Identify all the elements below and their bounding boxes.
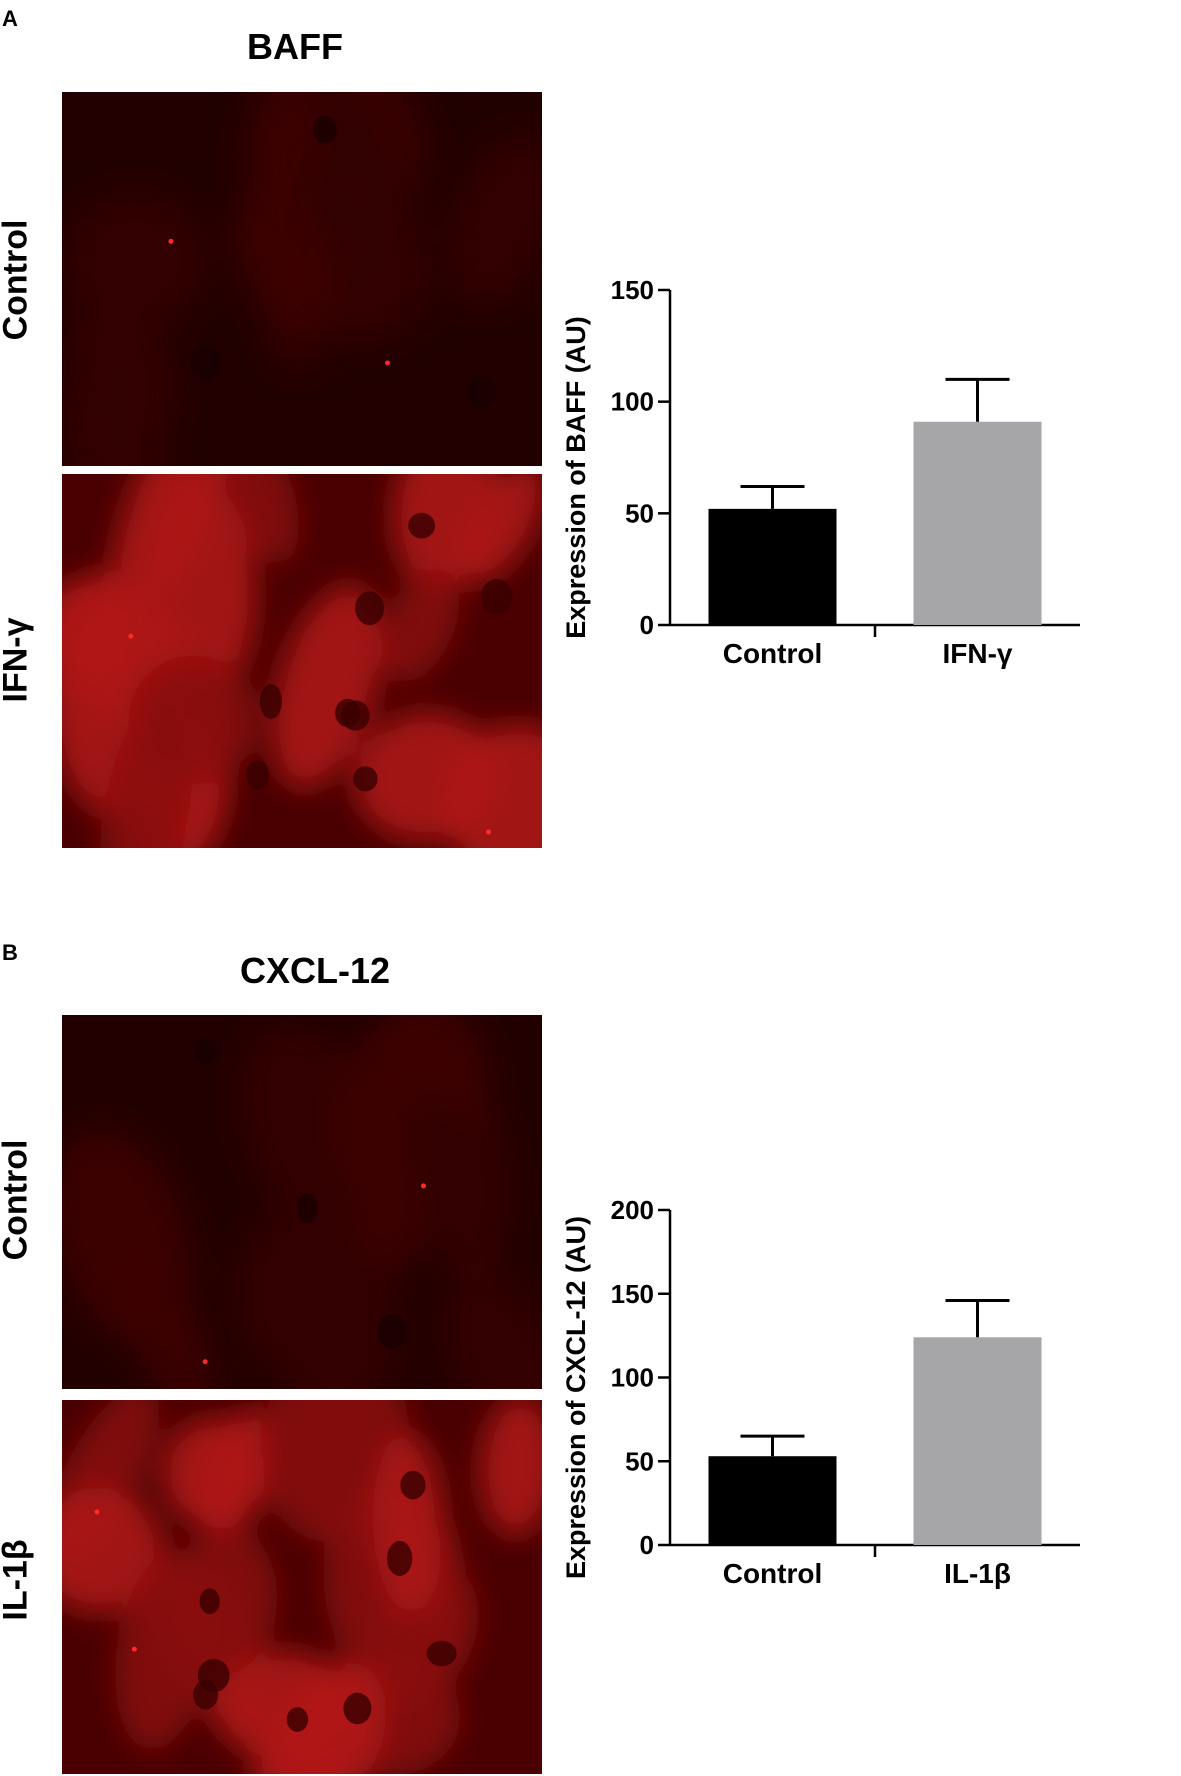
cell-blob xyxy=(392,474,497,594)
x-tick-label-1: IL-1β xyxy=(944,1558,1011,1589)
bar-0 xyxy=(708,508,837,625)
cell-blob xyxy=(110,1247,215,1389)
panel-a-title: BAFF xyxy=(247,26,343,67)
cell-nucleus xyxy=(426,1640,457,1667)
y-tick-label: 100 xyxy=(611,1363,654,1393)
cell-nucleus xyxy=(377,1314,407,1350)
y-tick-label: 150 xyxy=(611,275,654,305)
panel-b-title: CXCL-12 xyxy=(239,950,391,991)
y-tick-label: 200 xyxy=(611,1195,654,1225)
bright-speck xyxy=(94,1509,100,1515)
y-tick-label: 0 xyxy=(640,610,654,640)
cell-blob xyxy=(446,134,542,307)
bar-0 xyxy=(708,1456,837,1545)
y-tick-label: 100 xyxy=(611,387,654,417)
panel-a-row-label-control: Control xyxy=(0,219,35,341)
cell-blob xyxy=(442,723,542,848)
bright-speck xyxy=(168,238,174,244)
cell-blob xyxy=(479,1400,542,1537)
bar-1 xyxy=(913,1337,1042,1545)
baff-bar-chart: 0 50 100 150 Control IFN-γ Expression of BAFF … xyxy=(561,275,1080,669)
cell-nucleus xyxy=(190,344,221,381)
panel-a-micrograph-treatment xyxy=(62,474,542,848)
cell-nucleus xyxy=(193,1037,218,1065)
y-axis-label: Expression of BAFF (AU) xyxy=(561,316,591,639)
x-tick-label-1: IFN-γ xyxy=(943,638,1013,669)
panel-b-letter: B xyxy=(2,940,18,965)
cell-nucleus xyxy=(466,376,496,409)
bar-1 xyxy=(913,421,1042,625)
x-tick-label-0: Control xyxy=(723,638,823,669)
cxcl12-bar-chart: 0 50 100 150 200 Control IL-1β Expression of CX… xyxy=(561,1195,1080,1589)
panel-a-micrograph-control xyxy=(62,92,542,466)
panel-b-micrograph-control xyxy=(62,1015,542,1389)
cell-blob xyxy=(62,1487,164,1614)
cell-nucleus xyxy=(335,698,361,728)
y-tick-label: 50 xyxy=(625,1446,654,1476)
bright-speck xyxy=(486,829,492,835)
bright-speck xyxy=(202,1359,208,1365)
cell-blob xyxy=(402,1091,503,1282)
cell-nucleus xyxy=(481,578,513,615)
bright-speck xyxy=(128,633,134,639)
bright-speck xyxy=(385,360,391,366)
cell-blob xyxy=(382,568,460,683)
cell-nucleus xyxy=(197,1658,230,1693)
cell-nucleus xyxy=(355,591,385,626)
cell-nucleus xyxy=(353,766,378,792)
panel-a-letter: A xyxy=(2,6,18,31)
y-tick-label: 0 xyxy=(640,1530,654,1560)
cell-nucleus xyxy=(259,683,282,719)
cell-blob xyxy=(161,1417,265,1528)
cell-blob xyxy=(147,476,257,695)
cell-nucleus xyxy=(386,1540,413,1577)
cell-blob xyxy=(245,92,315,226)
cell-nucleus xyxy=(400,1470,426,1500)
cell-nucleus xyxy=(199,1588,220,1615)
cell-blob xyxy=(66,308,168,466)
x-tick-label-0: Control xyxy=(723,1558,823,1589)
y-axis-label: Expression of CXCL-12 (AU) xyxy=(561,1216,591,1579)
cell-nucleus xyxy=(286,1707,309,1732)
panel-b-micrograph-treatment xyxy=(62,1400,542,1774)
cell-blob xyxy=(442,1273,542,1389)
panel-b-row-label-treatment: IL-1β xyxy=(0,1539,35,1621)
cell-blob xyxy=(259,1400,410,1543)
panel-b-row-label-control: Control xyxy=(0,1139,35,1261)
y-tick-label: 50 xyxy=(625,498,654,528)
cell-blob xyxy=(128,655,258,784)
panel-a-row-label-treatment: IFN-γ xyxy=(0,617,35,703)
bright-speck xyxy=(131,1646,137,1652)
cell-blob xyxy=(62,192,209,329)
cell-nucleus xyxy=(343,1692,372,1725)
cell-blob xyxy=(270,584,383,790)
cell-nucleus xyxy=(408,512,436,539)
cell-nucleus xyxy=(297,1192,318,1223)
cell-blob xyxy=(235,1208,355,1375)
cell-nucleus xyxy=(246,760,269,790)
cell-nucleus xyxy=(312,115,337,144)
cell-blob xyxy=(172,1527,278,1675)
cell-blob xyxy=(233,190,328,327)
bright-speck xyxy=(421,1183,427,1189)
y-tick-label: 150 xyxy=(611,1279,654,1309)
